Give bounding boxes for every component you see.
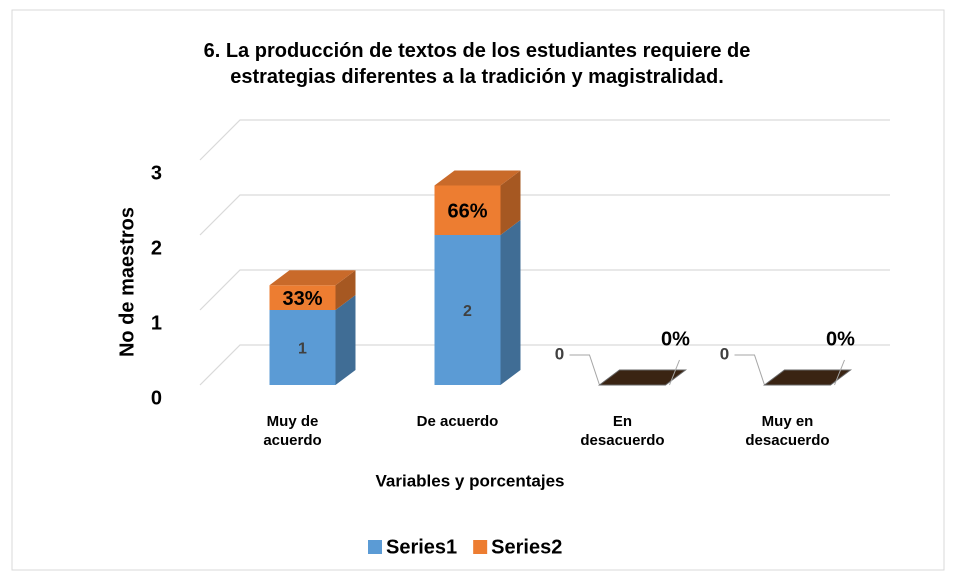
data-label: 33%	[282, 288, 322, 310]
grid-line	[199, 194, 890, 236]
data-label: 0%	[661, 328, 690, 350]
legend-label: Series2	[491, 536, 562, 558]
leader-line	[734, 354, 765, 386]
bar-front	[434, 235, 501, 385]
x-tick-label: De acuerdo	[416, 413, 499, 430]
legend-swatch	[473, 540, 488, 554]
data-label: 1	[298, 341, 307, 358]
leader-line	[834, 359, 845, 386]
grid-line	[199, 269, 890, 311]
grid-line	[199, 344, 890, 386]
bar-top	[434, 170, 521, 186]
data-label: 66%	[447, 201, 487, 223]
bar-front	[269, 285, 336, 310]
data-label: 0%	[826, 328, 855, 350]
data-label: 0	[720, 344, 729, 363]
y-tick-label: 0	[151, 387, 162, 409]
legend-swatch	[368, 540, 382, 554]
bar-side	[500, 220, 521, 385]
y-tick-label: 2	[151, 237, 162, 259]
leader-line	[569, 354, 600, 386]
y-tick-label: 3	[151, 162, 162, 184]
bar-side	[335, 295, 356, 385]
y-axis-label: No de maestros	[116, 207, 138, 357]
bar-side	[500, 170, 521, 235]
x-tick-label: Muy de acuerdo	[263, 413, 322, 449]
bar-front	[269, 310, 336, 385]
x-axis-label: Variables y porcentajes	[376, 471, 565, 490]
y-tick-label: 1	[151, 312, 162, 334]
bar-front	[434, 185, 501, 235]
bar-top	[763, 369, 852, 386]
legend-label: Series1	[386, 536, 457, 558]
leader-line	[669, 359, 680, 386]
bar-side	[335, 270, 356, 310]
chart-title: 6. La producción de textos de los estudi…	[203, 40, 751, 88]
data-label: 2	[463, 303, 472, 320]
bar-top	[269, 270, 356, 286]
grid-line	[199, 119, 890, 161]
x-tick-label: En desacuerdo	[580, 413, 665, 449]
x-tick-label: Muy en desacuerdo	[745, 413, 830, 449]
bar-top	[598, 369, 687, 386]
data-label: 0	[555, 344, 564, 363]
